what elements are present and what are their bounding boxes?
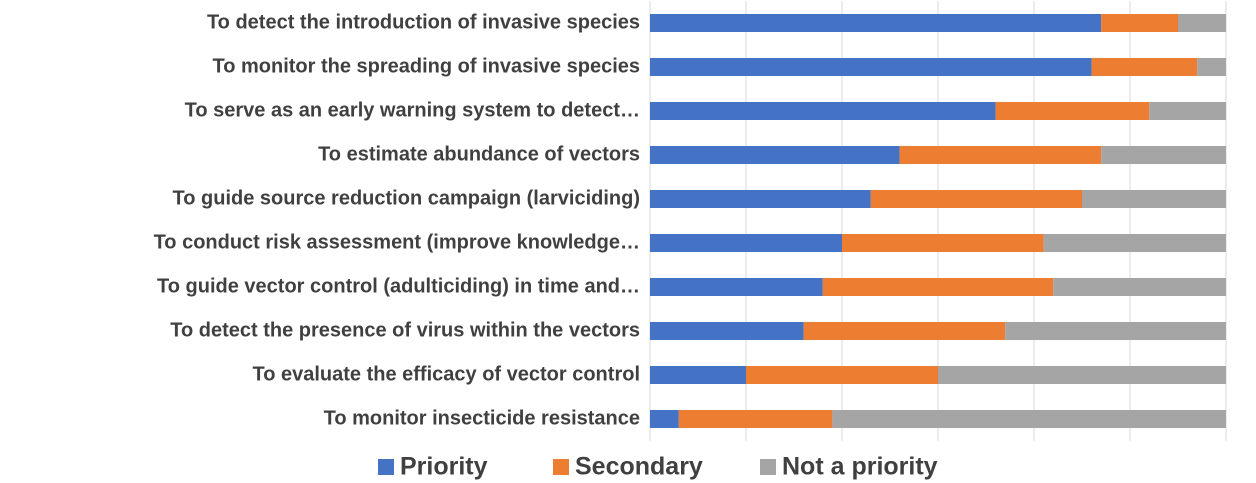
- bar-segment: [1178, 14, 1226, 32]
- bar-segment: [938, 366, 1226, 384]
- bar-segment: [1091, 58, 1198, 76]
- bar-segment: [1101, 14, 1178, 32]
- bar-segment: [650, 410, 679, 428]
- bar-segment: [650, 234, 842, 252]
- y-tick-label: To guide source reduction campaign (larv…: [173, 187, 640, 209]
- bar-segment: [678, 410, 833, 428]
- bar-segment: [822, 278, 1054, 296]
- legend-swatch: [760, 459, 776, 475]
- bar-segment: [650, 190, 871, 208]
- bar-segment: [803, 322, 1006, 340]
- y-tick-label: To guide vector control (adulticiding) i…: [157, 275, 640, 297]
- legend-swatch: [553, 459, 569, 475]
- bar-segment: [1043, 234, 1226, 252]
- y-tick-label: To serve as an early warning system to d…: [185, 99, 640, 121]
- y-tick-label: To estimate abundance of vectors: [318, 143, 640, 165]
- bar-segment: [870, 190, 1082, 208]
- y-tick-label: To detect the introduction of invasive s…: [207, 11, 640, 33]
- bar-segment: [650, 58, 1092, 76]
- bar-segment: [1197, 58, 1226, 76]
- bar-segment: [1082, 190, 1226, 208]
- legend-label: Secondary: [575, 453, 703, 481]
- bar-segment: [1053, 278, 1226, 296]
- legend-swatch: [378, 459, 394, 475]
- bar-segment: [1149, 102, 1226, 120]
- bar-segment: [995, 102, 1150, 120]
- bar-segment: [650, 146, 900, 164]
- bar-segment: [746, 366, 938, 384]
- y-tick-label: To monitor insecticide resistance: [324, 407, 640, 429]
- bar-segment: [899, 146, 1102, 164]
- y-tick-label: To monitor the spreading of invasive spe…: [212, 55, 640, 77]
- bar-segment: [1101, 146, 1226, 164]
- bar-segment: [842, 234, 1044, 252]
- bar-segment: [650, 366, 746, 384]
- legend-label: Priority: [400, 453, 488, 481]
- bar-segment: [650, 102, 996, 120]
- bar-segment: [650, 14, 1102, 32]
- y-tick-label: To detect the presence of virus within t…: [170, 319, 640, 341]
- legend-label: Not a priority: [782, 453, 938, 481]
- bar-segment: [832, 410, 1226, 428]
- y-tick-label: To conduct risk assessment (improve know…: [154, 231, 640, 253]
- bar-segment: [1005, 322, 1226, 340]
- bar-segment: [650, 278, 823, 296]
- bar-segment: [650, 322, 804, 340]
- y-tick-label: To evaluate the efficacy of vector contr…: [252, 363, 640, 385]
